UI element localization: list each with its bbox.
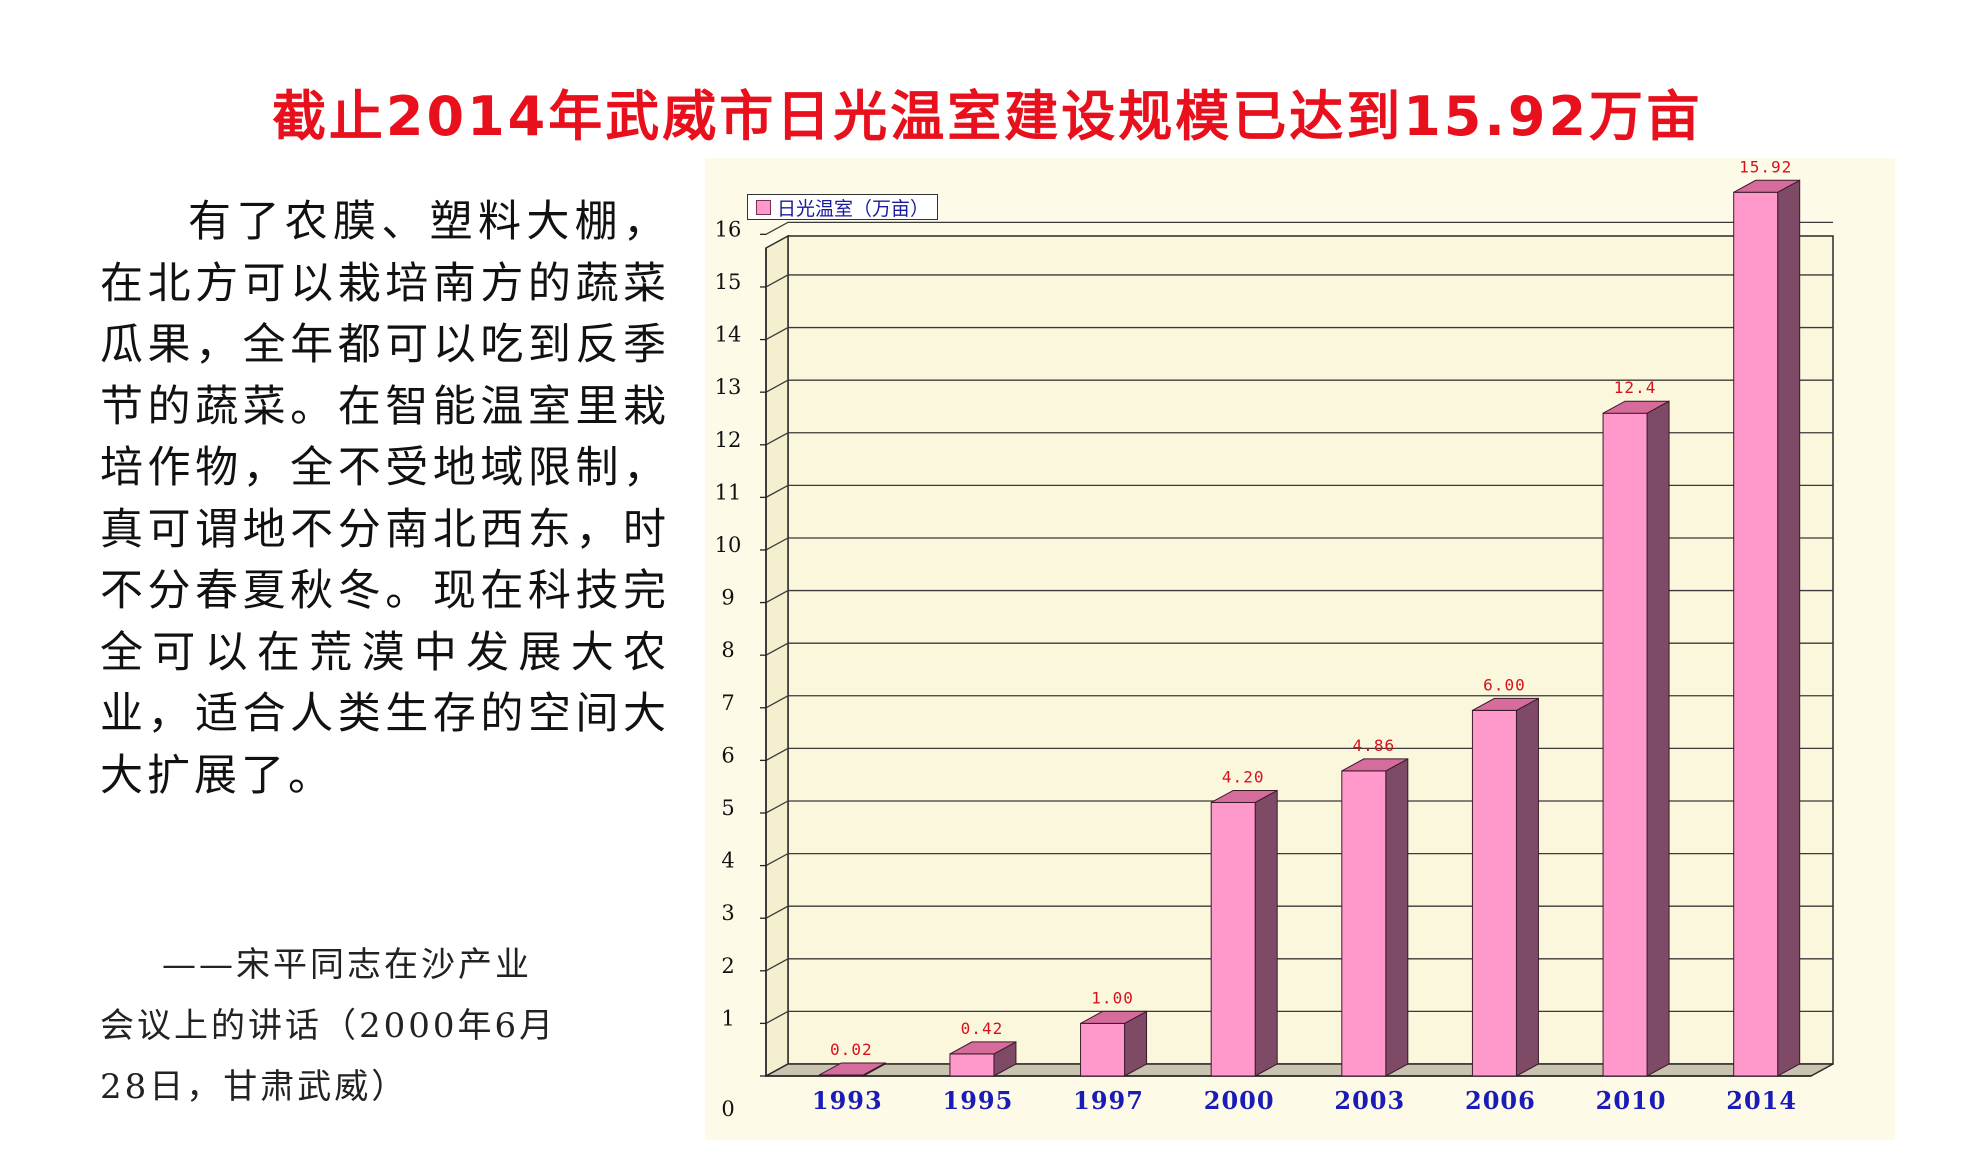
bar-2006	[1471, 697, 1539, 1077]
bar-front	[1733, 191, 1779, 1077]
chart-side-wall	[765, 234, 789, 1078]
gridline	[765, 274, 1833, 288]
page-title: 截止2014年武威市日光温室建设规模已达到15.92万亩	[271, 85, 1704, 148]
data-label: 4.86	[1353, 736, 1396, 755]
y-tick-label: 14	[715, 323, 742, 347]
data-label: 1.00	[1091, 988, 1134, 1007]
quote-source: ——宋平同志在沙产业 会议上的讲话（2000年6月 28日，甘肃武威）	[100, 935, 660, 1118]
gridline	[765, 221, 1833, 235]
bar-top	[949, 1041, 1017, 1055]
bar-2010	[1602, 400, 1670, 1077]
y-tick-label: 15	[715, 270, 742, 294]
y-tick-label: 5	[721, 796, 734, 820]
source-line-2: 会议上的讲话（2000年6月	[100, 1006, 557, 1046]
bar-front	[1341, 770, 1387, 1077]
y-tick-label: 11	[715, 480, 742, 504]
bar-top	[1080, 1010, 1147, 1024]
bar-2014	[1733, 179, 1801, 1077]
bar-side	[1646, 400, 1670, 1077]
data-label: 6.00	[1483, 675, 1526, 694]
legend-label: 日光温室（万亩）	[777, 197, 930, 220]
x-tick-label: 2010	[1596, 1086, 1667, 1115]
x-tick-label: 1993	[812, 1086, 883, 1115]
bar-side	[1515, 697, 1539, 1077]
y-tick-label: 0	[721, 1097, 734, 1121]
gridline	[765, 379, 1833, 393]
bar-front	[1602, 412, 1648, 1077]
y-tick-label: 8	[721, 638, 734, 662]
quote-text: 有了农膜、塑料大棚，在北方可以栽培南方的蔬菜瓜果，全年都可以吃到反季节的蔬菜。在…	[100, 197, 670, 801]
gridline	[765, 537, 1833, 551]
gridline	[765, 484, 1833, 498]
source-line-3: 28日，甘肃武威）	[100, 1067, 409, 1107]
y-tick-label: 12	[715, 428, 742, 452]
gridline	[765, 695, 1833, 709]
y-tick-label: 16	[715, 217, 742, 241]
chart-back-wall	[787, 235, 1834, 1065]
bar-top	[819, 1062, 886, 1076]
bar-top	[1210, 789, 1278, 803]
y-tick-label: 7	[721, 691, 734, 715]
y-tick-label: 6	[721, 743, 734, 767]
chart-legend: 日光温室（万亩）	[747, 194, 939, 220]
gridline	[765, 432, 1833, 446]
y-tick-label: 1	[721, 1006, 734, 1030]
bar-1995	[949, 1041, 1017, 1077]
bar-top	[1602, 400, 1670, 414]
y-tick-label: 2	[721, 954, 734, 978]
x-tick-label: 2006	[1465, 1086, 1536, 1115]
y-tick-label: 10	[715, 533, 742, 557]
x-tick-label: 2003	[1334, 1086, 1405, 1115]
x-tick-label: 2014	[1726, 1086, 1797, 1115]
bar-2003	[1341, 758, 1409, 1077]
bar-side	[1385, 758, 1409, 1077]
data-label: 15.92	[1739, 158, 1792, 176]
y-tick-label: 4	[721, 849, 734, 873]
y-tick-label: 3	[721, 901, 734, 925]
legend-swatch	[756, 199, 771, 215]
bar-side	[1777, 179, 1801, 1077]
bar-front	[1210, 801, 1256, 1077]
y-tick-label: 13	[715, 375, 742, 399]
bar-front	[1080, 1022, 1126, 1077]
data-label: 4.20	[1222, 767, 1265, 786]
bar-1993	[818, 1062, 886, 1077]
bar-chart: 0123456789101112131415160.0219930.421995…	[715, 158, 1834, 1121]
y-tick-label: 9	[721, 586, 734, 610]
gridline	[765, 326, 1833, 341]
x-tick-label: 2000	[1204, 1086, 1275, 1115]
data-label: 0.02	[830, 1040, 873, 1059]
chart-panel: 0 1 2 3 4 5 6 7 8 9 10 11 12 13 14 15 16 0.02 1993 0.42 1995…	[705, 158, 1895, 1140]
bar-front	[949, 1053, 995, 1077]
gridline	[765, 642, 1833, 656]
data-label: 12.4	[1614, 378, 1657, 397]
bar-1997	[1080, 1010, 1148, 1077]
x-tick-label: 1997	[1073, 1086, 1144, 1115]
gridline	[765, 589, 1833, 604]
bar-side	[1254, 789, 1278, 1077]
bar-2000	[1210, 789, 1278, 1077]
bar-front	[1471, 709, 1517, 1077]
bar-top	[1733, 179, 1800, 193]
bar-top	[1341, 758, 1409, 772]
x-tick-label: 1995	[943, 1086, 1014, 1115]
bar-top	[1472, 697, 1539, 711]
data-label: 0.42	[961, 1019, 1004, 1038]
chart-floor	[765, 1063, 1834, 1077]
quote-block: 有了农膜、塑料大棚，在北方可以栽培南方的蔬菜瓜果，全年都可以吃到反季节的蔬菜。在…	[100, 192, 670, 807]
source-line-1: ——宋平同志在沙产业	[162, 945, 532, 985]
